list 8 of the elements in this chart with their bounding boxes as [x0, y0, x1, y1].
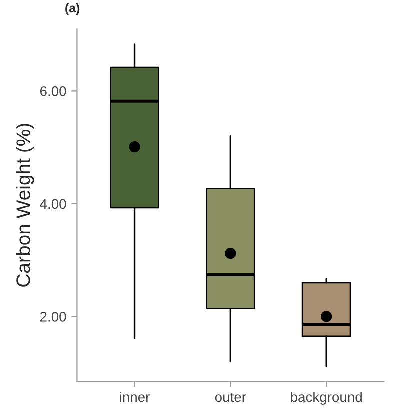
x-tick-label: background	[291, 392, 362, 405]
y-tick-label: 4.00	[40, 199, 66, 210]
y-axis-title: Carbon Weight (%)	[16, 124, 34, 287]
x-tick-label: outer	[215, 393, 246, 402]
x-tick-label: inner	[120, 392, 150, 402]
y-tick-label: 2.00	[40, 312, 66, 322]
y-tick-label: 6.00	[40, 86, 66, 96]
chart-title: (a)	[66, 3, 80, 16]
